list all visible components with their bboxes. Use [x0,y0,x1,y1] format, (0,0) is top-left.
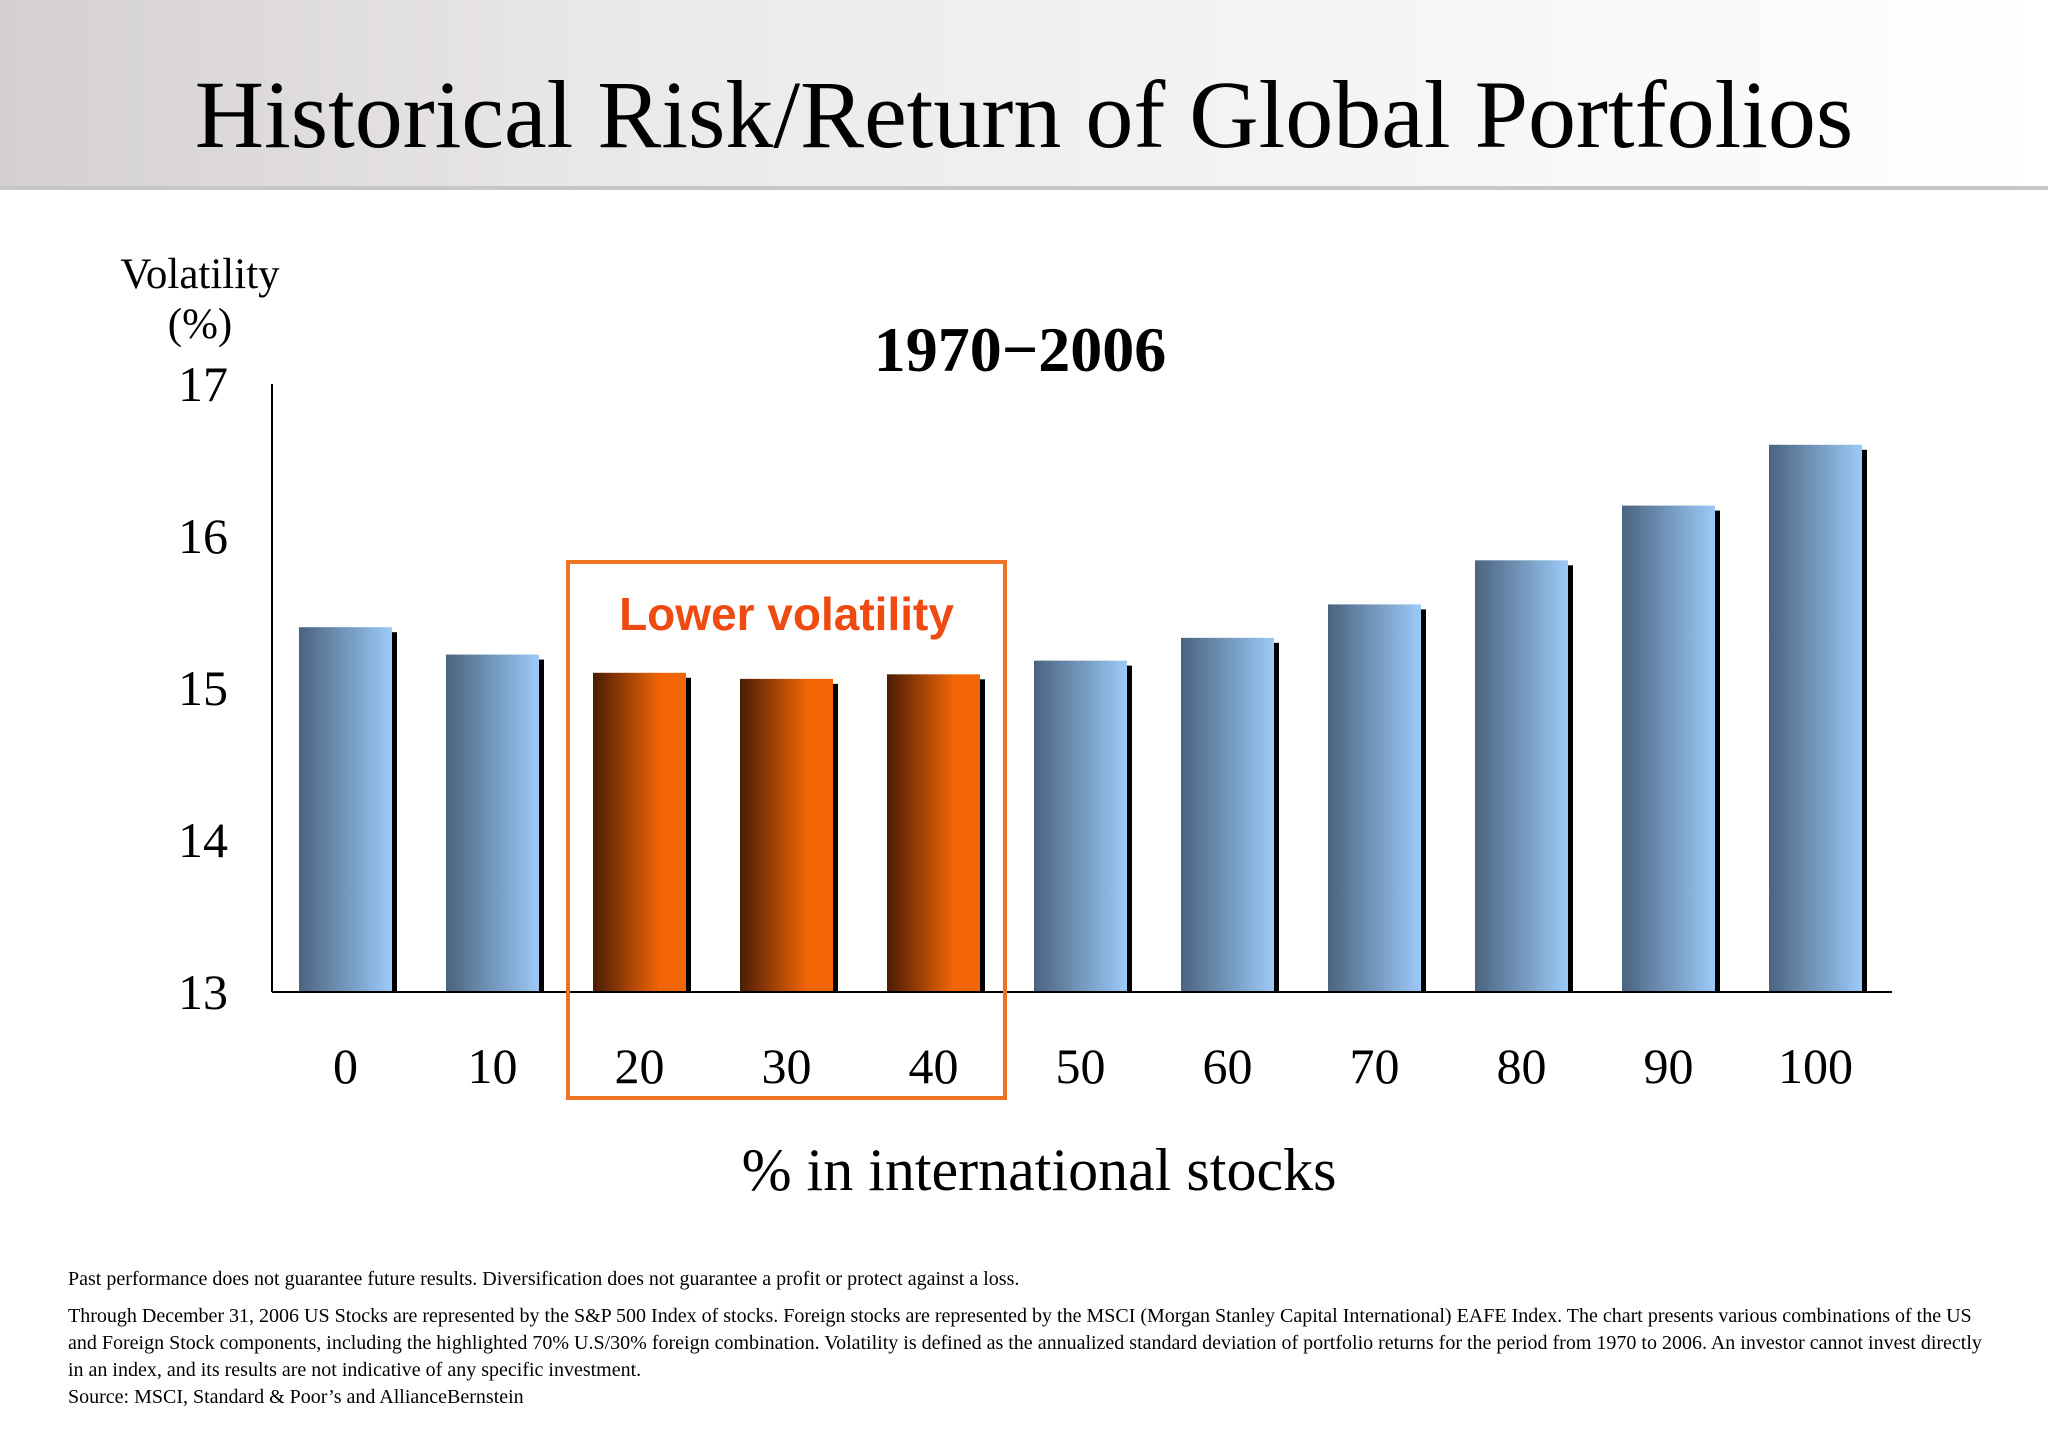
source-text: Source: MSCI, Standard & Poor’s and Alli… [68,1386,524,1408]
x-tick-labels: 0 10 20 30 40 50 60 70 80 90 100 [333,1038,1853,1094]
bar-100 [1769,444,1862,992]
x-tick-label-70: 70 [1350,1038,1400,1094]
x-tick-label-40: 40 [909,1038,959,1094]
bar-30 [740,678,833,992]
bars-layer [299,444,1867,992]
methodology-text: Through December 31, 2006 US Stocks are … [68,1305,1982,1381]
bar-20 [593,672,686,992]
bar-50 [1034,660,1127,992]
bar-90 [1622,505,1715,992]
y-tick-labels: 13 14 15 16 17 [178,356,228,1020]
bar-0 [299,627,392,992]
lower-volatility-annotation: Lower volatility [619,588,954,640]
highlight-box [566,560,1007,1100]
title-band [0,0,2048,188]
disclaimer-text: Past performance does not guarantee futu… [68,1268,1020,1290]
bar-10 [446,654,539,992]
x-tick-label-10: 10 [468,1038,518,1094]
footnotes: Past performance does not guarantee futu… [68,1265,1988,1421]
y-tick-label-17: 17 [178,356,228,412]
y-axis-label-line2: (%) [167,301,233,348]
slide-title: Historical Risk/Return of Global Portfol… [194,61,1854,168]
x-tick-label-0: 0 [333,1038,358,1094]
x-tick-label-80: 80 [1497,1038,1547,1094]
x-tick-label-60: 60 [1203,1038,1253,1094]
x-tick-label-100: 100 [1778,1038,1853,1094]
y-tick-label-14: 14 [178,812,228,868]
y-axis-label: Volatility (%) [100,250,300,350]
x-tick-label-50: 50 [1056,1038,1106,1094]
title-divider [0,186,2048,190]
chart-subtitle: 1970−2006 [873,314,1167,385]
x-tick-label-30: 30 [762,1038,812,1094]
x-axis-label: % in international stocks [741,1137,1337,1203]
y-tick-label-15: 15 [178,660,228,716]
x-tick-label-20: 20 [615,1038,665,1094]
bar-40 [887,674,980,992]
bar-70 [1328,604,1421,992]
y-axis-label-line1: Volatility [120,251,280,298]
bar-60 [1181,637,1274,992]
bar-80 [1475,560,1568,992]
y-tick-label-16: 16 [178,508,228,564]
x-tick-label-90: 90 [1644,1038,1694,1094]
y-tick-label-13: 13 [178,964,228,1020]
